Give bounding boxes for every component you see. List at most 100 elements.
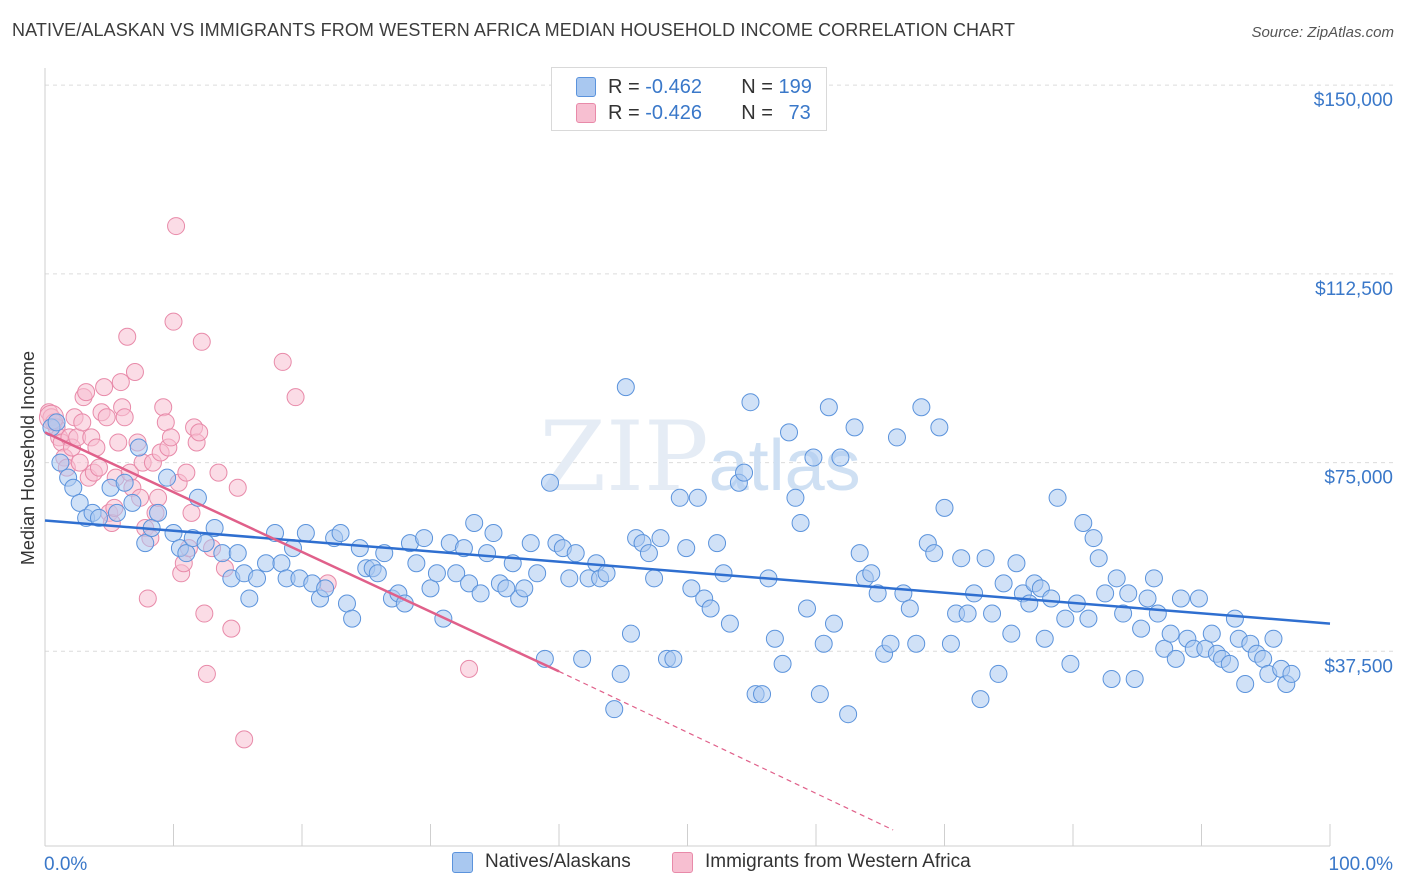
data-point-natives (228, 544, 247, 563)
data-point-natives (1114, 604, 1133, 623)
data-point-natives (930, 418, 949, 437)
data-point-natives (541, 473, 560, 492)
data-point-natives (350, 539, 369, 558)
data-point-natives (958, 604, 977, 623)
data-point-natives (1089, 549, 1108, 568)
data-point-natives (70, 493, 89, 512)
data-point-immigrants (167, 217, 186, 236)
data-point-natives (573, 649, 592, 668)
data-point-natives (164, 524, 183, 543)
data-point-natives (1020, 594, 1039, 613)
data-point-natives (1074, 513, 1093, 532)
data-point-natives (51, 453, 70, 472)
data-point-natives (1079, 609, 1098, 628)
bottom-legend-label: Immigrants from Western Africa (705, 851, 971, 872)
data-point-immigrants (77, 383, 96, 402)
data-point-natives (881, 634, 900, 653)
data-point-natives (89, 508, 108, 527)
data-point-immigrants (273, 352, 292, 371)
data-point-natives (804, 448, 823, 467)
y-tick-label: $75,000 (1324, 468, 1393, 489)
data-point-immigrants (154, 398, 173, 417)
chart-title: NATIVE/ALASKAN VS IMMIGRANTS FROM WESTER… (12, 20, 1016, 40)
bottom-legend-swatch-pink (672, 851, 693, 873)
data-point-natives (983, 604, 1002, 623)
series-natives-alaskans (42, 378, 1301, 724)
data-point-natives (850, 544, 869, 563)
data-point-natives (839, 705, 858, 724)
data-point-natives (1102, 669, 1121, 688)
data-point-immigrants (197, 664, 216, 683)
data-point-natives (460, 574, 479, 593)
data-point-natives (196, 534, 215, 553)
data-point-immigrants (190, 423, 209, 442)
data-point-natives (343, 609, 362, 628)
data-point-natives (1084, 529, 1103, 548)
data-point-natives (296, 524, 315, 543)
data-point-natives (213, 544, 232, 563)
legend-r-value: -0.426 (645, 101, 702, 124)
data-point-natives (1132, 619, 1151, 638)
x-tick-label-left: 0.0% (44, 854, 87, 875)
data-point-natives (798, 599, 817, 618)
data-point-natives (272, 554, 291, 573)
legend-r-label: R = (608, 101, 646, 124)
data-point-natives (971, 690, 990, 709)
data-point-natives (149, 503, 168, 522)
data-point-immigrants (70, 453, 89, 472)
data-point-natives (824, 614, 843, 633)
data-point-natives (566, 544, 585, 563)
data-point-natives (205, 519, 224, 537)
data-point-natives (664, 649, 683, 668)
data-point-natives (912, 398, 931, 417)
data-point-natives (677, 539, 696, 558)
data-point-natives (831, 448, 850, 467)
data-point-natives (368, 564, 387, 583)
data-point-natives (1282, 664, 1301, 683)
data-point-natives (177, 544, 196, 563)
data-point-natives (935, 498, 954, 517)
data-point-natives (1254, 649, 1273, 668)
data-point-immigrants (222, 619, 241, 638)
data-point-natives (862, 564, 881, 583)
axes (44, 68, 1331, 847)
data-point-immigrants (182, 503, 201, 522)
data-point-natives (773, 654, 792, 673)
legend-n-label: N = (741, 101, 779, 124)
data-point-natives (994, 574, 1013, 593)
data-point-immigrants (125, 363, 144, 381)
x-tick-label-right: 100.0% (1329, 854, 1394, 875)
data-point-immigrants (228, 478, 247, 497)
data-point-natives (1144, 569, 1163, 588)
data-point-natives (976, 549, 995, 568)
data-point-natives (701, 599, 720, 618)
data-point-natives (900, 599, 919, 618)
data-point-natives (407, 554, 426, 573)
data-point-natives (720, 614, 739, 633)
data-point-natives (427, 564, 446, 583)
data-point-natives (331, 524, 350, 543)
data-point-natives (597, 564, 616, 583)
data-point-natives (1189, 589, 1208, 608)
data-point-immigrants (460, 659, 479, 678)
data-point-natives (621, 624, 640, 643)
data-point-natives (786, 488, 805, 507)
data-point-natives (682, 579, 701, 598)
data-point-immigrants (192, 332, 211, 351)
data-point-immigrants (95, 378, 114, 397)
data-point-natives (1161, 624, 1180, 643)
data-point-natives (651, 529, 670, 548)
data-point-natives (415, 529, 434, 548)
data-point-natives (670, 488, 689, 507)
data-point-natives (447, 564, 466, 583)
data-point-natives (688, 488, 707, 507)
data-point-immigrants (89, 458, 108, 477)
legend: R = -0.462 N = 199 R = -0.426 N = 73 (551, 67, 827, 131)
data-point-natives (753, 685, 772, 704)
data-point-natives (611, 664, 630, 683)
data-point-natives (925, 544, 944, 563)
y-axis-label: Median Household Income (18, 351, 38, 565)
data-point-natives (471, 584, 490, 603)
data-point-immigrants (164, 312, 183, 331)
data-point-natives (1119, 584, 1138, 603)
